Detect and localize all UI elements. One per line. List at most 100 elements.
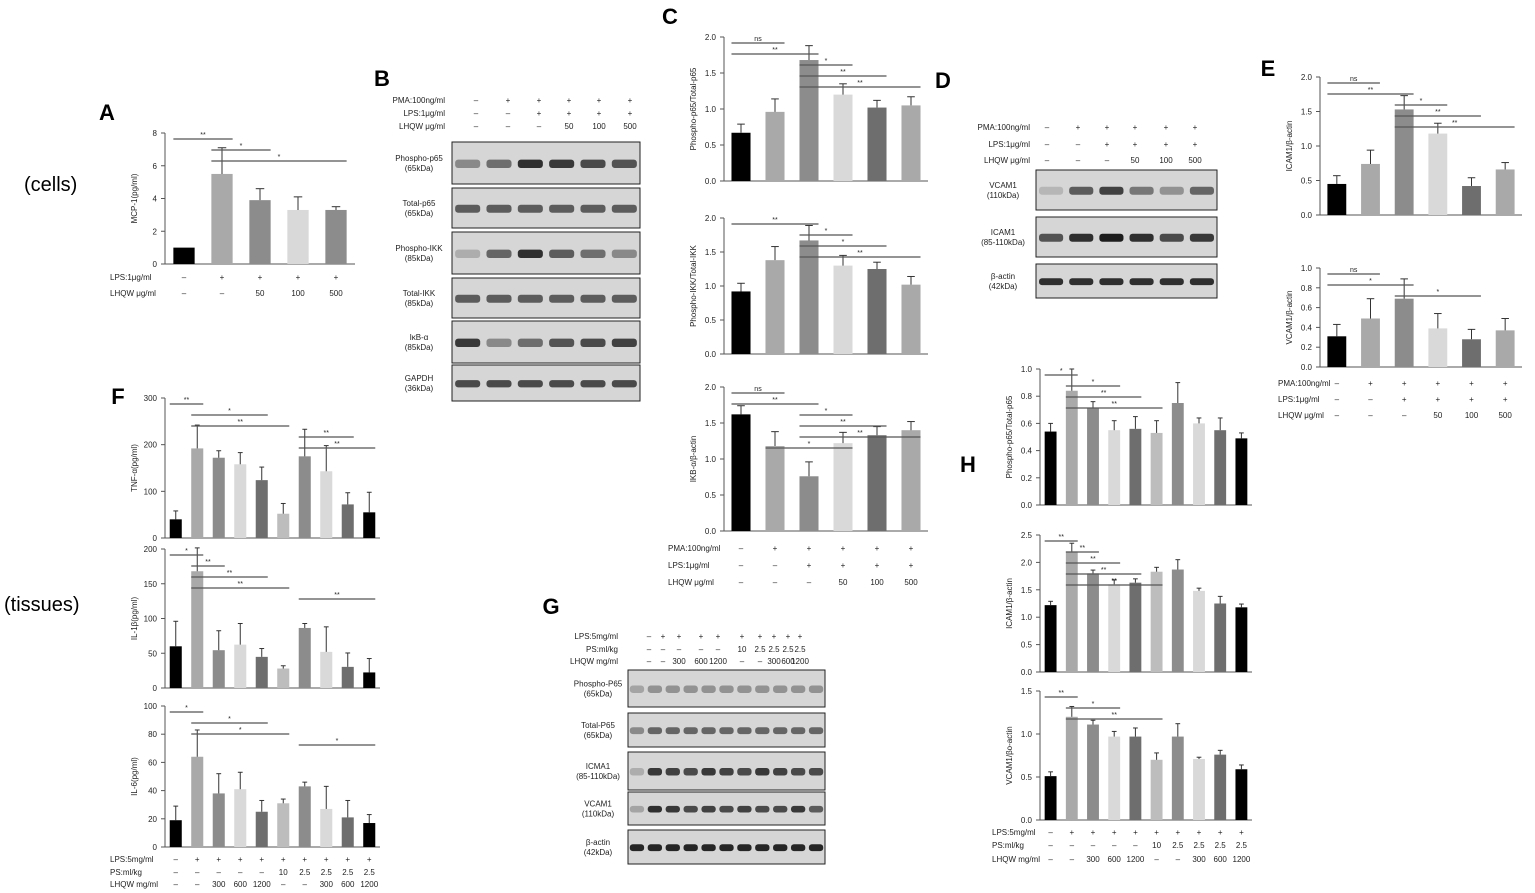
- y-tick-label-E2: 0.0: [1301, 363, 1313, 372]
- condition-value-H3-0-6: +: [1175, 828, 1180, 837]
- condition-value-C3-1-0: –: [739, 561, 744, 570]
- condition-value-C3-2-3: 50: [839, 578, 848, 587]
- sig-label-C1-0: ns: [754, 36, 762, 43]
- y-tick-label-A: 0: [153, 260, 158, 269]
- y-tick-label-H1: 0.2: [1021, 474, 1033, 483]
- y-tick-label-H1: 0.4: [1021, 447, 1033, 456]
- condition-value-F3-2-9: 1200: [360, 880, 378, 889]
- bar-F2-1: [191, 571, 204, 688]
- y-tick-label-F2: 50: [148, 649, 157, 658]
- bar-H3-6: [1171, 736, 1184, 820]
- bar-A-1: [211, 173, 233, 264]
- sig-label-C1-4: **: [857, 80, 863, 87]
- bar-H2-2: [1087, 573, 1099, 672]
- blot-band-label-B-1: Total-p65: [403, 199, 436, 208]
- blot-condition-value-G-2-7: –: [740, 657, 745, 666]
- blot-band-G-2-10: [808, 767, 824, 776]
- condition-value-F3-0-8: +: [345, 855, 350, 864]
- condition-value-F3-0-0: –: [174, 855, 179, 864]
- blot-condition-value-G-1-8: 2.5: [754, 645, 766, 654]
- y-tick-label-C2: 2.0: [705, 214, 717, 223]
- sig-label-A-0: **: [200, 132, 206, 139]
- blot-strip-B-1: [451, 187, 641, 229]
- blot-condition-value-G-2-11: 1200: [791, 657, 809, 666]
- bar-H1-6: [1171, 403, 1184, 505]
- y-axis-label-F2: IL-1β(pg/ml): [130, 597, 139, 641]
- sig-label-H2-1: **: [1080, 545, 1086, 552]
- y-axis-label-F1: TNF-α(pg/ml): [130, 444, 139, 492]
- blot-band-label-B-3: Total-IKK: [403, 289, 436, 298]
- bar-F3-6: [298, 786, 311, 847]
- bar-H1-2: [1087, 408, 1099, 505]
- blot-band-G-1-0: [629, 727, 645, 735]
- panel-letter-D: D: [935, 68, 951, 93]
- blot-condition-value-B-1-4: +: [597, 109, 602, 118]
- blot-band-D-0-1: [1069, 186, 1094, 195]
- sig-label-H3-2: **: [1111, 712, 1117, 719]
- y-tick-label-F2: 200: [144, 545, 158, 554]
- blot-condition-value-B-0-1: +: [506, 96, 511, 105]
- blot-band-label-G-1: Total-P65: [581, 721, 615, 730]
- blot-condition-label-B-2: LHQW μg/ml: [399, 122, 445, 131]
- bar-E2-4: [1462, 339, 1481, 367]
- sig-label-H1-1: *: [1092, 379, 1095, 386]
- blot-band-label-G-3: VCAM1: [584, 800, 612, 809]
- blot-band-label-D-0: VCAM1: [989, 181, 1017, 190]
- sig-label-C2-0: **: [772, 217, 778, 224]
- condition-value-F3-2-4: 1200: [253, 880, 271, 889]
- y-axis-label-F3: IL-6(pg/ml): [130, 757, 139, 796]
- blot-condition-value-G-0-10: +: [786, 632, 791, 641]
- condition-value-C3-0-0: –: [739, 544, 744, 553]
- blot-band-G-4-3: [683, 844, 698, 852]
- bar-H3-0: [1044, 776, 1057, 820]
- condition-value-C3-0-4: +: [875, 544, 880, 553]
- blot-band-B-4-1: [486, 338, 512, 348]
- bar-F3-7: [320, 808, 333, 847]
- blot-strip-B-2: [451, 231, 641, 275]
- blot-band-G-2-7: [755, 767, 770, 776]
- sig-label-F1-2: **: [238, 419, 244, 426]
- blot-band-label-D-0: (110kDa): [987, 191, 1020, 200]
- blot-band-D-2-2: [1099, 278, 1124, 286]
- blot-condition-value-G-0-5: +: [716, 632, 721, 641]
- blot-condition-value-G-1-1: –: [661, 645, 666, 654]
- blot-band-G-3-8: [773, 805, 788, 813]
- blot-condition-value-D-1-0: –: [1045, 140, 1050, 149]
- condition-value-C3-1-5: +: [909, 561, 914, 570]
- condition-value-E2-0-4: +: [1469, 379, 1474, 388]
- sig-label-E1-1: **: [1368, 87, 1374, 94]
- blot-band-G-0-4: [701, 685, 716, 693]
- blot-condition-value-B-1-5: +: [628, 109, 633, 118]
- condition-value-F3-2-8: 600: [341, 880, 355, 889]
- sig-label-E1-4: **: [1452, 120, 1458, 127]
- blot-band-B-1-5: [611, 204, 637, 213]
- y-tick-label-A: 6: [153, 162, 158, 171]
- y-tick-label-H1: 0.0: [1021, 501, 1033, 510]
- blot-band-label-D-1: ICAM1: [991, 228, 1016, 237]
- blot-strip-B-3: [451, 277, 641, 319]
- y-tick-label-E2: 0.8: [1301, 284, 1313, 293]
- blot-band-B-1-4: [580, 204, 606, 213]
- condition-value-F3-0-9: +: [367, 855, 372, 864]
- sig-label-E2-0: ns: [1350, 267, 1358, 274]
- bar-H1-4: [1129, 428, 1142, 505]
- bar-C3-2: [799, 476, 819, 531]
- bar-H2-8: [1214, 603, 1227, 672]
- bar-C1-2: [799, 60, 819, 181]
- bar-A-4: [325, 209, 347, 264]
- bar-H1-7: [1193, 423, 1205, 505]
- y-tick-label-F1: 300: [144, 394, 158, 403]
- condition-label-C3-1: LPS:1μg/ml: [668, 561, 710, 570]
- blot-band-G-1-6: [737, 727, 752, 735]
- condition-value-F3-0-1: +: [195, 855, 200, 864]
- condition-value-H3-2-8: 600: [1214, 855, 1228, 864]
- blot-condition-value-G-1-0: –: [647, 645, 652, 654]
- blot-band-G-4-0: [629, 844, 645, 852]
- condition-value-H3-1-7: 2.5: [1193, 841, 1205, 850]
- blot-condition-value-B-2-5: 500: [623, 122, 637, 131]
- bar-C2-0: [731, 291, 751, 354]
- blot-band-G-1-10: [808, 727, 824, 735]
- bar-F3-0: [169, 820, 182, 847]
- sig-label-C3-4: **: [857, 430, 863, 437]
- bar-A-2: [249, 200, 271, 264]
